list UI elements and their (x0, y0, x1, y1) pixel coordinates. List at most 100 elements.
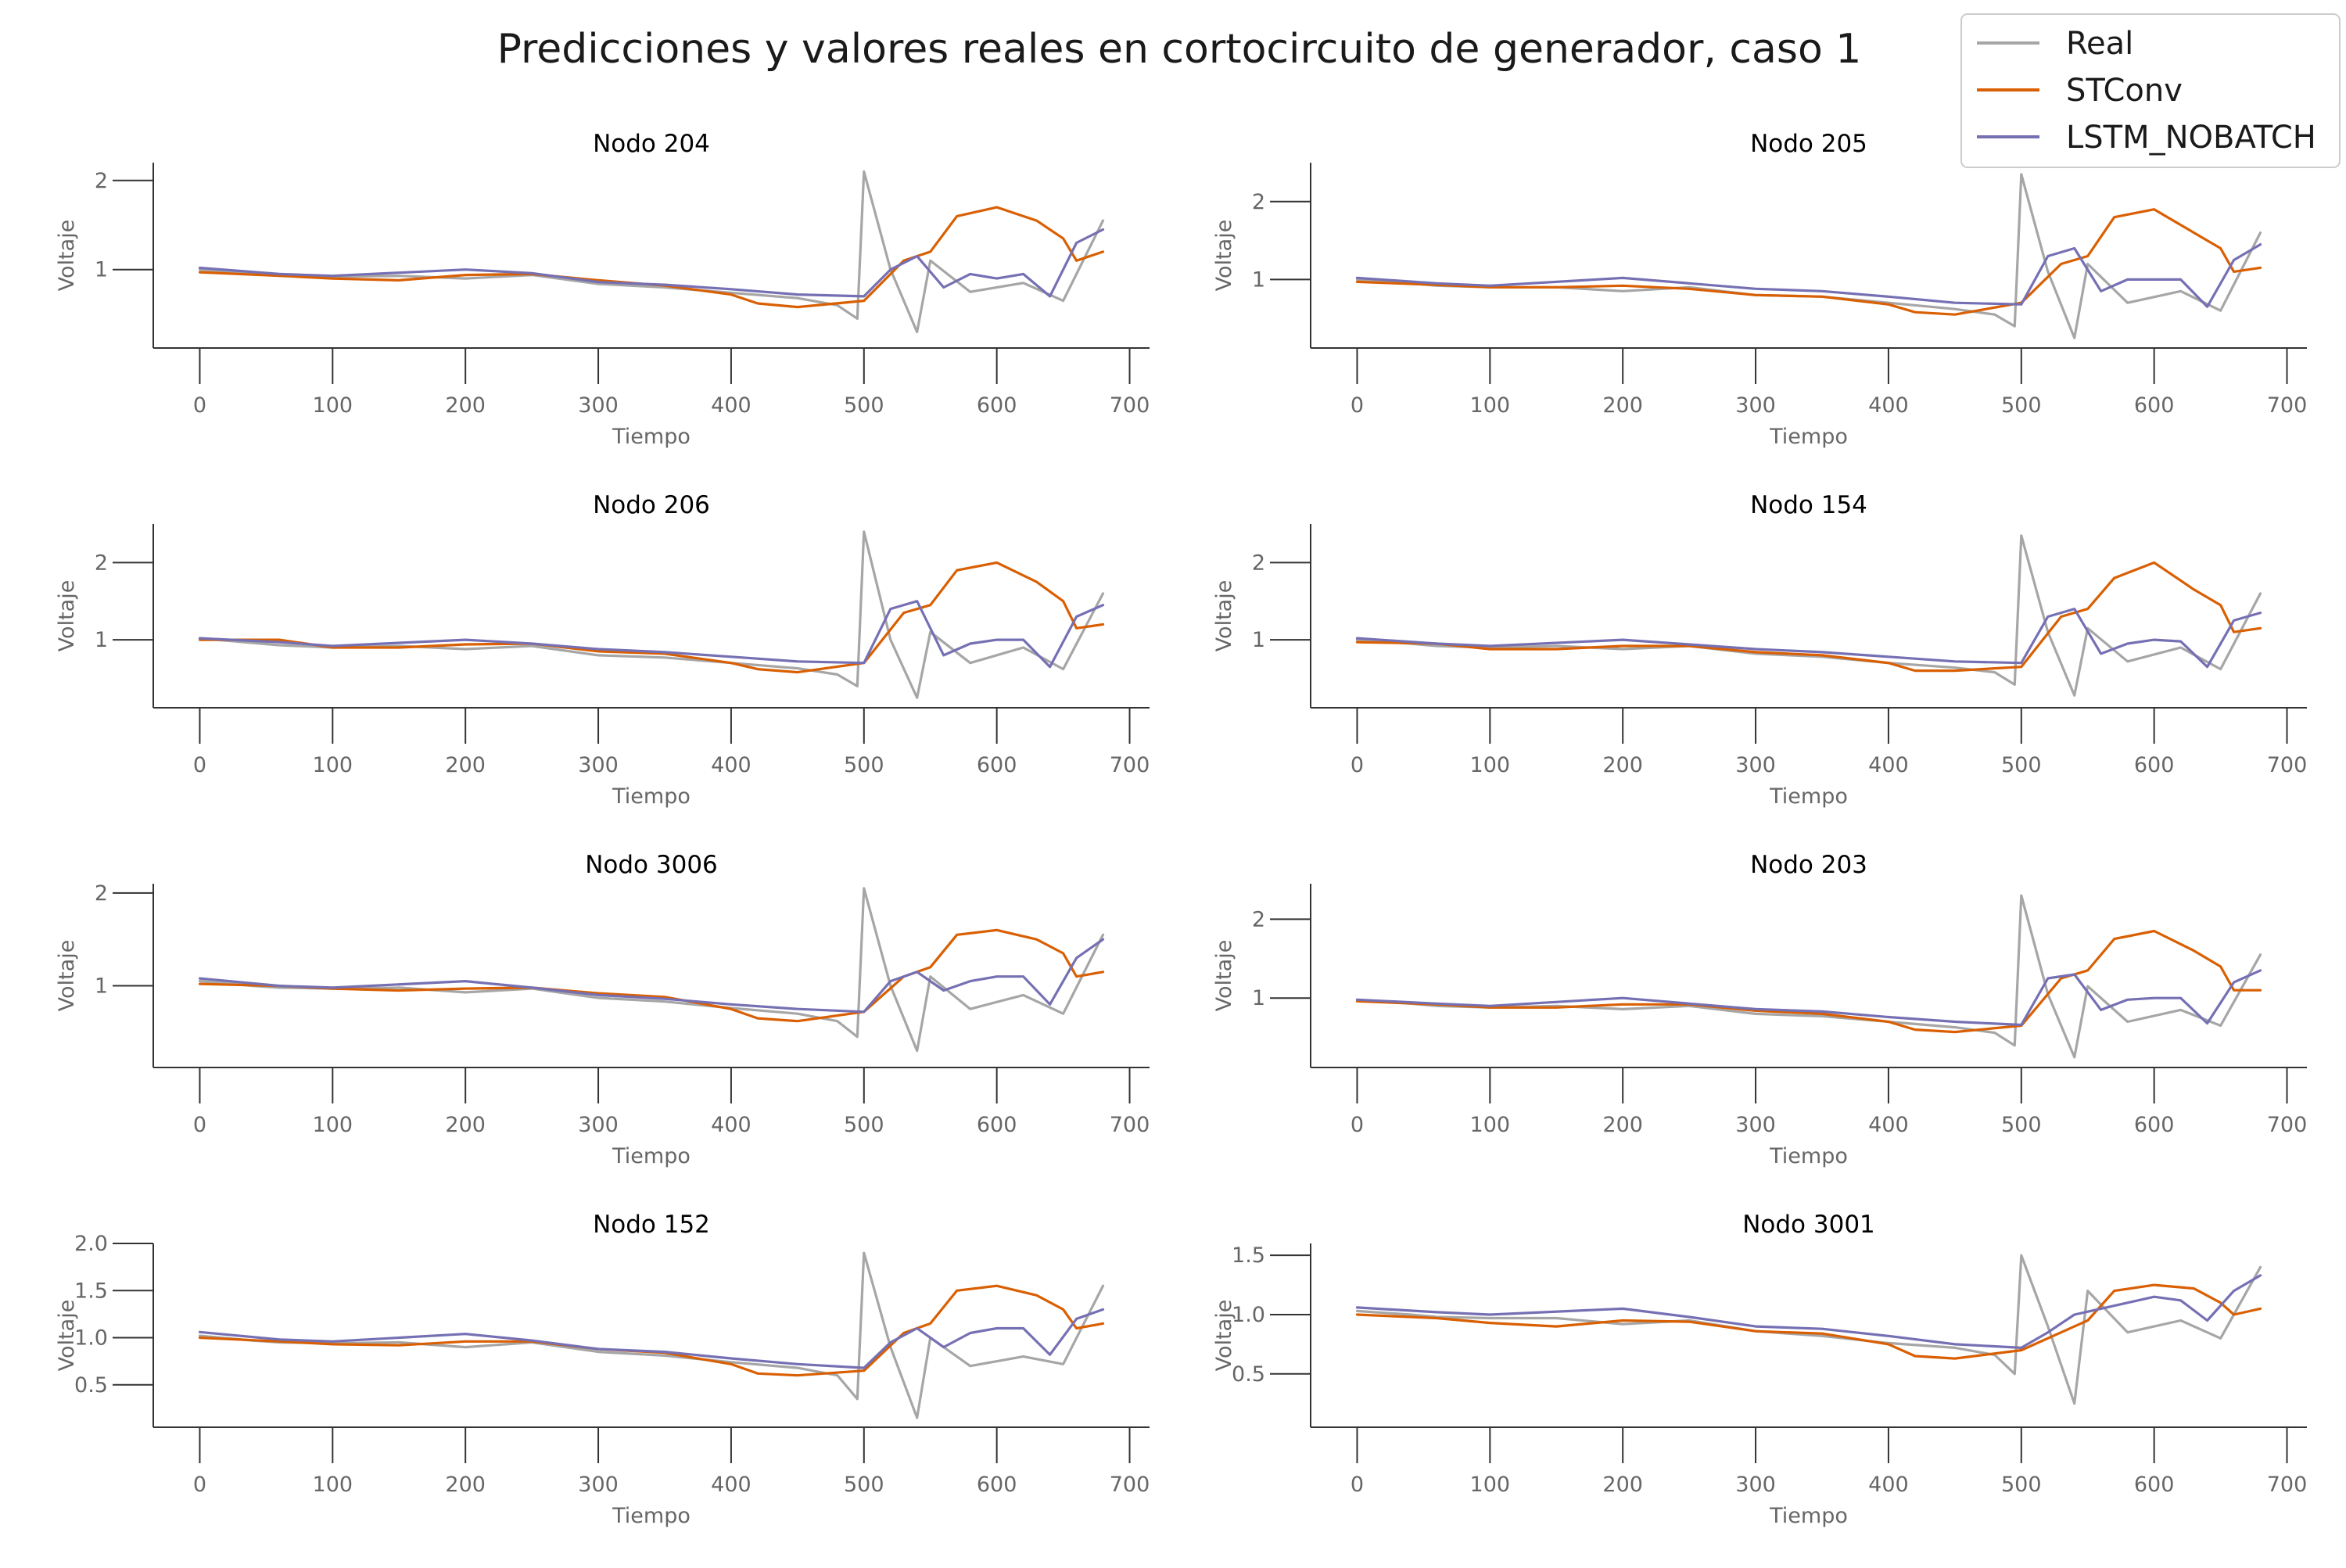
y-tick-label: 0.5 (1232, 1362, 1265, 1387)
x-tick-label: 400 (1868, 753, 1909, 777)
y-tick-label: 2 (95, 881, 108, 906)
subplot-nodo-3006: Nodo 3006 0 100 200 300 400 500 600 700 1 2 Tiempo V… (55, 851, 1150, 1168)
x-tick-label: 300 (578, 1473, 619, 1497)
y-tick-label: 2 (95, 551, 108, 575)
x-tick-label: 200 (1602, 393, 1643, 418)
series-line-real (198, 1251, 1105, 1419)
y-axis-label: Voltaje (55, 1300, 79, 1372)
x-tick-label: 700 (1110, 1473, 1150, 1497)
subplot-title: Nodo 152 (593, 1211, 710, 1239)
y-tick-label: 1.5 (74, 1279, 108, 1303)
y-tick-label: 2 (95, 169, 108, 193)
series-line-lstm-nobatch (198, 1308, 1105, 1369)
legend-frame (1960, 13, 2341, 168)
x-tick-label: 400 (711, 393, 752, 418)
x-tick-label: 500 (2001, 753, 2042, 777)
subplot-title: Nodo 205 (1750, 130, 1867, 158)
x-tick-label: 400 (711, 753, 752, 777)
x-tick-label: 600 (2134, 393, 2175, 418)
y-tick-label: 2 (1252, 551, 1265, 575)
y-axis-label: Voltaje (55, 220, 79, 292)
x-tick-label: 600 (977, 393, 1017, 418)
x-tick-label: 400 (1868, 1113, 1909, 1137)
legend-label: Real (2066, 26, 2133, 62)
y-tick-label: 1.0 (1232, 1303, 1265, 1327)
series-line-lstm-nobatch (198, 938, 1105, 1014)
x-axis-label: Tiempo (1769, 1144, 1848, 1168)
y-tick-label: 1.5 (1232, 1243, 1265, 1268)
x-tick-label: 100 (1470, 393, 1511, 418)
x-tick-label: 600 (2134, 1473, 2175, 1497)
series-line-lstm-nobatch (198, 600, 1105, 669)
x-tick-label: 200 (1602, 1473, 1643, 1497)
y-tick-label: 2.0 (74, 1232, 108, 1256)
y-tick-label: 1 (1252, 628, 1265, 652)
series-line-lstm-nobatch (198, 228, 1105, 298)
x-tick-label: 600 (977, 1113, 1017, 1137)
series-line-stconv (198, 561, 1105, 674)
x-tick-label: 400 (1868, 1473, 1909, 1497)
x-tick-label: 200 (1602, 1113, 1643, 1137)
figure-title: Predicciones y valores reales en cortoci… (497, 26, 1862, 73)
legend-label: LSTM_NOBATCH (2066, 120, 2316, 156)
x-tick-label: 200 (445, 393, 486, 418)
x-tick-label: 0 (193, 1113, 206, 1137)
x-tick-label: 100 (313, 393, 353, 418)
y-tick-label: 0.5 (74, 1373, 108, 1398)
x-axis-label: Tiempo (612, 1144, 691, 1168)
legend-entry-real: Real (1977, 26, 2133, 62)
x-tick-label: 0 (1351, 1113, 1364, 1137)
x-axis-label: Tiempo (612, 425, 691, 449)
legend-entry-stconv: STConv (1977, 73, 2183, 109)
subplot-nodo-3001: Nodo 3001 0 100 200 300 400 500 600 700 0.5 1.0 1.5… (1212, 1211, 2307, 1528)
x-tick-label: 700 (1110, 1113, 1150, 1137)
legend: Real STConv LSTM_NOBATCH (1960, 13, 2341, 168)
x-tick-label: 300 (578, 1113, 619, 1137)
x-tick-label: 500 (2001, 1473, 2042, 1497)
y-axis-label: Voltaje (55, 940, 79, 1012)
x-tick-label: 200 (445, 753, 486, 777)
y-tick-label: 2 (1252, 907, 1265, 931)
x-tick-label: 600 (2134, 753, 2175, 777)
x-tick-label: 700 (1110, 753, 1150, 777)
subplot-nodo-206: Nodo 206 0 100 200 300 400 500 600 700 1 2 Tiempo Vo… (55, 491, 1150, 809)
x-tick-label: 100 (1470, 1113, 1511, 1137)
y-axis-label: Voltaje (1212, 940, 1236, 1012)
x-axis-label: Tiempo (1769, 784, 1848, 809)
x-tick-label: 0 (193, 393, 206, 418)
y-tick-label: 1 (95, 628, 108, 652)
y-tick-label: 1 (95, 974, 108, 999)
y-axis-label: Voltaje (1212, 220, 1236, 292)
subplot-title: Nodo 204 (593, 130, 710, 158)
x-tick-label: 300 (1735, 753, 1776, 777)
series-line-lstm-nobatch (1355, 1274, 2262, 1350)
y-tick-label: 1 (1252, 267, 1265, 292)
x-tick-label: 300 (1735, 1113, 1776, 1137)
x-tick-label: 600 (2134, 1113, 2175, 1137)
x-tick-label: 600 (977, 753, 1017, 777)
x-tick-label: 100 (1470, 1473, 1511, 1497)
x-tick-label: 500 (844, 1113, 884, 1137)
subplot-nodo-204: Nodo 204 0 100 200 300 400 500 600 700 1 2 Tiempo Vo… (55, 130, 1150, 449)
y-axis-label: Voltaje (1212, 1300, 1236, 1372)
subplot-title: Nodo 3001 (1742, 1211, 1875, 1239)
y-axis-label: Voltaje (55, 580, 79, 652)
x-tick-label: 200 (1602, 753, 1643, 777)
subplot-title: Nodo 203 (1750, 851, 1867, 879)
x-axis-label: Tiempo (1769, 1504, 1848, 1528)
x-tick-label: 300 (1735, 393, 1776, 418)
series-line-stconv (198, 206, 1105, 309)
x-tick-label: 500 (844, 393, 884, 418)
x-axis-label: Tiempo (612, 1504, 691, 1528)
series-line-stconv (1355, 1283, 2262, 1360)
y-tick-label: 1 (1252, 986, 1265, 1010)
subplot-nodo-205: Nodo 205 0 100 200 300 400 500 600 700 1 2 Tiempo Vo… (1212, 130, 2307, 449)
x-tick-label: 400 (711, 1473, 752, 1497)
x-tick-label: 0 (1351, 753, 1364, 777)
series-line-real (198, 170, 1105, 334)
x-tick-label: 700 (2267, 1473, 2308, 1497)
series-line-stconv (198, 928, 1105, 1023)
x-tick-label: 700 (2267, 753, 2308, 777)
